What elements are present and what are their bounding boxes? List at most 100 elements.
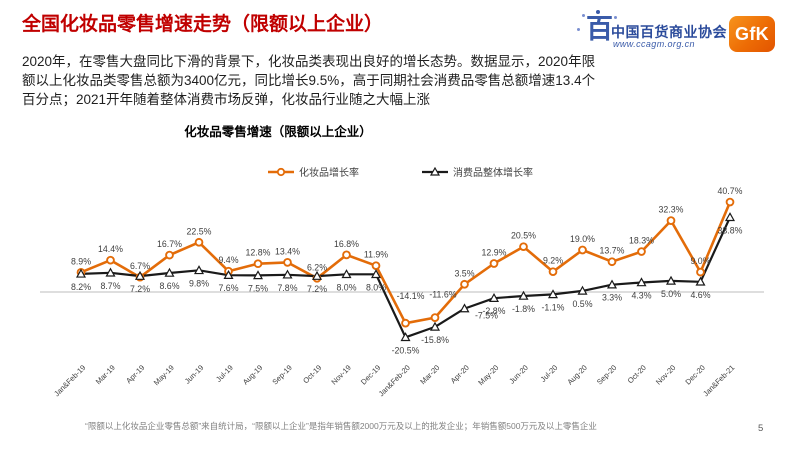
data-label: -11.6%: [429, 290, 456, 300]
triangle-marker: [518, 290, 529, 300]
triangle-marker: [547, 289, 559, 299]
data-label: -2.8%: [483, 306, 506, 316]
data-label: 7.5%: [248, 283, 268, 293]
data-label: 9.2%: [543, 256, 563, 266]
chart-title: 化妆品零售增速（限额以上企业）: [184, 125, 372, 139]
circle-marker: [165, 250, 174, 260]
triangle-marker: [488, 292, 500, 302]
data-label: 14.4%: [98, 244, 123, 254]
growth-line-chart: 8.9% 14.4% 6.7% 16.7% 22.5% 9.4% 12.8% 13.4% 6.2…: [40, 186, 764, 398]
data-label: 12.9%: [482, 247, 507, 257]
x-axis-label: Nov-19: [329, 363, 352, 386]
data-label: 8.7%: [100, 281, 120, 291]
triangle-marker: [459, 303, 470, 313]
circle-marker: [548, 267, 558, 277]
body-line: 百分点；2021开年随着整体消费市场反弹，化妆品行业随之大幅上涨: [22, 92, 431, 107]
data-label: 6.2%: [307, 262, 327, 272]
sparkle-dot-icon: [596, 10, 600, 14]
data-label: 13.4%: [275, 246, 300, 256]
data-label: 7.2%: [307, 284, 327, 294]
triangle-marker: [341, 269, 352, 279]
triangle-marker: [636, 277, 647, 287]
body-line: 2020年，在零售大盘同比下滑的背景下，化妆品类表现出良好的增长态势。数据显示，…: [22, 54, 596, 69]
legend-label-cosmetics: 化妆品增长率: [299, 168, 359, 179]
circle-marker: [519, 242, 528, 252]
black-line-triangle-marker-icon: [422, 166, 448, 176]
circle-marker: [283, 258, 292, 267]
data-label: 33.8%: [718, 225, 743, 235]
x-axis-label: Aug-20: [565, 363, 588, 386]
data-label: -20.5%: [392, 345, 420, 355]
x-axis-label: Sep-20: [595, 363, 618, 386]
data-label: 4.6%: [690, 290, 710, 300]
page-title: 全国化妆品零售增速走势（限额以上企业）: [22, 14, 384, 35]
circle-marker: [666, 216, 676, 225]
x-axis-label: Jul-19: [214, 363, 235, 384]
circle-marker: [342, 250, 351, 260]
data-label: 3.5%: [454, 268, 474, 278]
data-label: -1.1%: [542, 302, 565, 312]
triangle-marker: [724, 212, 736, 222]
circle-marker: [371, 261, 381, 271]
circle-marker: [253, 259, 263, 269]
data-label: 8.6%: [159, 281, 179, 291]
triangle-marker: [606, 279, 618, 289]
data-label: 7.8%: [277, 283, 297, 293]
legend-item-cosmetics: 化妆品增长率: [267, 164, 359, 179]
triangle-marker: [252, 270, 264, 280]
circle-marker: [430, 313, 440, 322]
data-label: 16.7%: [157, 239, 182, 249]
body-line: 额以上化妆品类零售总额为3400亿元，同比增长9.5%，高于同期社会消费品零售总…: [22, 73, 596, 88]
legend-item-consumer: 消费品整体增长率: [421, 164, 533, 179]
page-number: 5: [758, 423, 764, 434]
data-label: 12.8%: [246, 248, 271, 258]
body-paragraph: 2020年，在零售大盘同比下滑的背景下，化妆品类表现出良好的增长态势。数据显示，…: [22, 52, 595, 109]
circle-marker: [194, 237, 204, 247]
data-label: 8.2%: [71, 282, 91, 292]
data-label: 40.7%: [718, 186, 743, 196]
x-axis-label: Apr-19: [124, 363, 146, 385]
x-axis-label: Jun-19: [183, 363, 206, 386]
data-label: 4.3%: [631, 290, 651, 300]
data-label: -14.1%: [397, 291, 425, 301]
data-label: 13.7%: [600, 246, 625, 256]
triangle-marker: [164, 267, 175, 277]
triangle-marker: [105, 267, 116, 277]
data-label: 8.0%: [336, 282, 356, 292]
circle-marker: [607, 257, 617, 267]
data-label: 8.9%: [71, 256, 91, 266]
data-label: 32.3%: [659, 205, 684, 215]
triangle-marker: [282, 269, 293, 279]
circle-marker: [401, 318, 410, 328]
data-label: 0.5%: [572, 299, 592, 309]
x-axis-label: May-19: [152, 363, 176, 387]
series-line-cosmetics: [79, 200, 732, 325]
data-label: 5.0%: [661, 289, 681, 299]
data-label: 9.8%: [189, 278, 209, 288]
triangle-marker: [193, 265, 205, 275]
circle-marker: [578, 245, 587, 255]
data-label: 22.5%: [187, 226, 212, 236]
circle-marker: [106, 255, 115, 265]
x-axis-label: Jan&Feb-20: [377, 363, 412, 398]
triangle-marker: [665, 275, 677, 285]
triangle-marker: [370, 269, 382, 279]
circle-marker: [489, 259, 499, 268]
data-label: -7.5%: [475, 311, 498, 321]
sparkle-dot-icon: [582, 14, 585, 17]
chart-legend: 化妆品增长率 消费品整体增长率: [0, 164, 800, 179]
circle-marker: [725, 197, 735, 207]
gfk-logo: GfK: [729, 16, 775, 52]
footer-note: “限额以上化妆品企业零售总额”来自统计局，“限额以上企业”是指年销售额2000万…: [85, 421, 597, 431]
data-label: 6.7%: [130, 261, 150, 271]
x-axis-label: Oct-19: [301, 363, 323, 385]
x-axis-label: Dec-19: [359, 363, 382, 386]
x-axis-label: Jul-20: [539, 363, 560, 384]
x-axis-label: Jun-20: [507, 363, 530, 386]
data-label: 7.6%: [218, 283, 238, 293]
x-axis-label: Apr-20: [449, 363, 471, 385]
x-axis-label: Jan&Feb-21: [701, 363, 736, 398]
association-url: www.ccagm.org.cn: [613, 39, 695, 49]
triangle-marker: [429, 321, 441, 331]
